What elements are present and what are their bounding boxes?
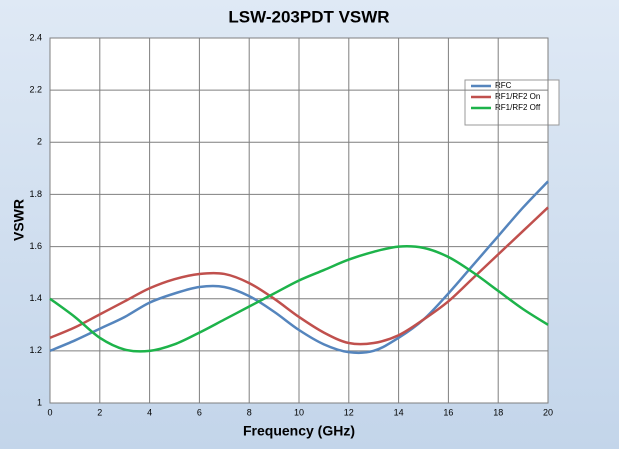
x-tick-label: 14: [394, 407, 404, 417]
x-tick-label: 10: [294, 407, 304, 417]
y-tick-label: 1.2: [29, 345, 42, 355]
x-tick-label: 0: [47, 407, 52, 417]
legend-label: RFC: [495, 81, 512, 90]
x-tick-label: 2: [97, 407, 102, 417]
legend-box: [464, 79, 560, 126]
x-tick-label: 12: [344, 407, 354, 417]
x-tick-label: 6: [197, 407, 202, 417]
y-tick-label: 1.6: [29, 241, 42, 251]
x-tick-label: 8: [247, 407, 252, 417]
y-tick-label: 2.2: [29, 85, 42, 95]
y-tick-label: 1.8: [29, 189, 42, 199]
y-tick-label: 1: [37, 397, 42, 407]
legend-label: RF1/RF2 Off: [495, 103, 541, 112]
legend-label: RF1/RF2 On: [495, 92, 540, 101]
legend: RFC RF1/RF2 On RF1/RF2 Off: [464, 79, 560, 126]
series-line: [49, 180, 549, 355]
x-tick-label: 4: [147, 407, 152, 417]
chart-title: LSW-203PDT VSWR: [228, 7, 389, 26]
x-tick-label: 18: [493, 407, 503, 417]
series-line: [49, 206, 549, 346]
x-axis-label: Frequency (GHz): [243, 423, 355, 439]
x-tick-label: 20: [543, 407, 553, 417]
y-tick-label: 2.4: [29, 32, 42, 42]
x-tick-label: 16: [443, 407, 453, 417]
y-tick-label: 2: [37, 137, 42, 147]
y-tick-label: 1.4: [29, 293, 42, 303]
series-line: [49, 244, 549, 353]
y-axis-label: VSWR: [11, 199, 27, 241]
